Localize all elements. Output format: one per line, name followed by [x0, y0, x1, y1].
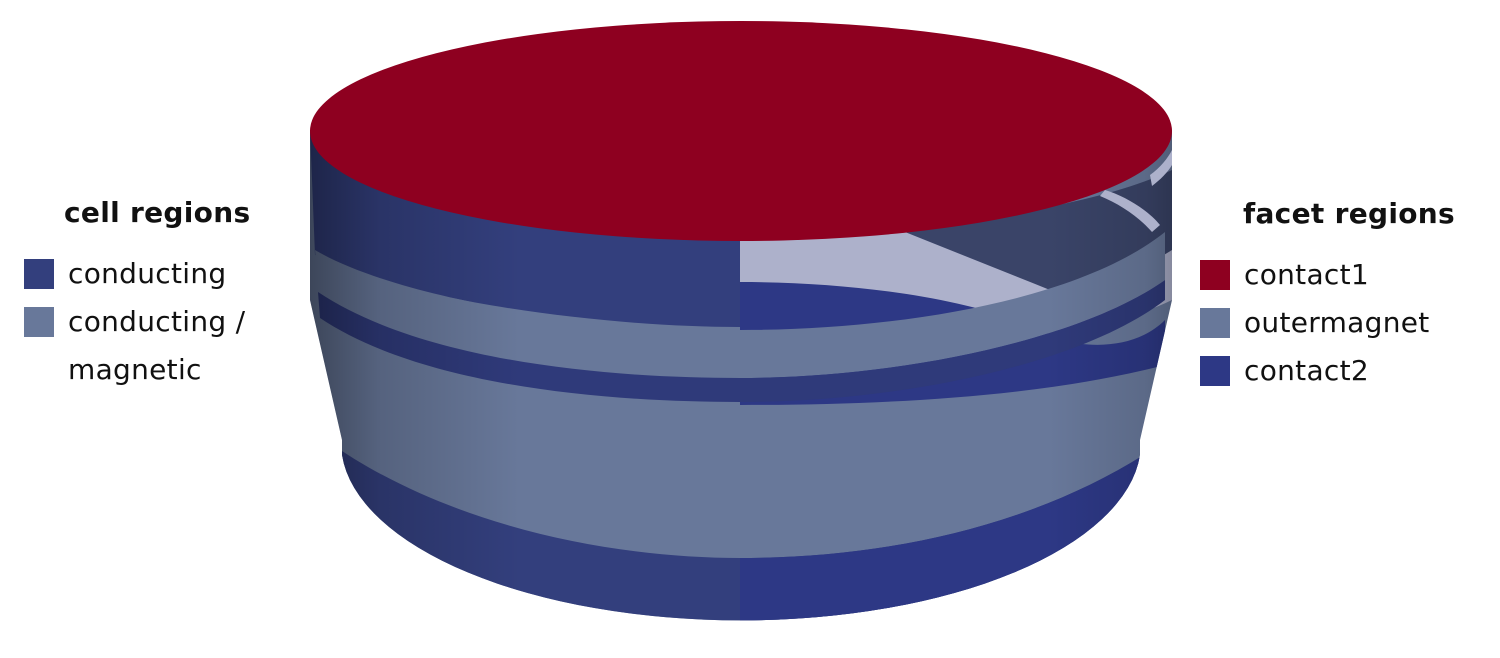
- legend-item-contact2: contact2: [1200, 356, 1455, 404]
- cell-regions-legend: cell regions conducting conducting / mag…: [24, 196, 251, 385]
- legend-item-outermagnet: outermagnet: [1200, 308, 1455, 356]
- swatch-conducting-magnetic: [24, 307, 54, 337]
- facet-legend-title: facet regions: [1243, 197, 1455, 230]
- swatch-contact1: [1200, 260, 1230, 290]
- legend-label: conducting /: [68, 305, 246, 338]
- legend-label-line2: magnetic: [68, 353, 202, 386]
- legend-label: conducting: [68, 257, 227, 290]
- legend-label: outermagnet: [1244, 306, 1430, 339]
- legend-item-conducting: conducting: [24, 259, 250, 307]
- legend-item-conducting-magnetic: conducting / magnetic: [24, 305, 250, 385]
- cell-legend-title: cell regions: [64, 196, 251, 229]
- facet-regions-legend: facet regions contact1 outermagnet conta…: [1200, 197, 1455, 404]
- legend-item-contact1: contact1: [1200, 260, 1455, 308]
- top-face-contact1: [310, 21, 1172, 241]
- legend-label: contact1: [1244, 258, 1369, 291]
- swatch-contact2: [1200, 356, 1230, 386]
- swatch-outermagnet: [1200, 308, 1230, 338]
- legend-label: contact2: [1244, 354, 1369, 387]
- swatch-conducting: [24, 259, 54, 289]
